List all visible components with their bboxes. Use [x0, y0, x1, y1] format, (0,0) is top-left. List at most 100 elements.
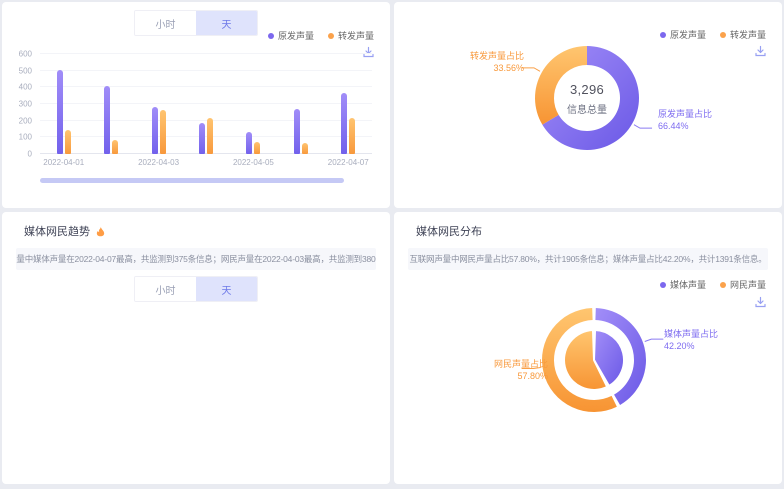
bar-group [56, 54, 71, 154]
bar-转发声量-2022-04-03 [159, 109, 166, 154]
legend-label: 转发声量 [729, 30, 766, 40]
donut-chart-voice-share [521, 46, 653, 150]
toggle-group: 小时 天 [134, 276, 258, 302]
bar-group [151, 54, 166, 154]
download-icon[interactable] [754, 296, 767, 309]
y-tick-label: 200 [18, 116, 32, 126]
legend-item-repost[interactable]: 转发声量 [327, 29, 374, 42]
bar-group [246, 54, 261, 154]
legend-dot-icon [659, 31, 666, 38]
legend-label: 网民声量 [729, 280, 766, 290]
panel-origin-repost-share: 原发声量 转发声量 3,296 信息总量 转发声量占比 33.56% 原发声量占… [394, 2, 782, 208]
nested-pie-chart-media-netizen [521, 308, 664, 412]
y-tick-label: 600 [18, 49, 32, 59]
gridline [40, 86, 372, 88]
plot-area [40, 53, 372, 154]
panel-origin-repost-trend: 小时 天 原发声量 转发声量 0 100 200 300 400 500 600 2022-… [2, 2, 390, 208]
toggle-option-hour[interactable]: 小时 [135, 277, 196, 301]
panel-title: 媒体网民趋势 [24, 223, 106, 239]
x-tick-label: 2022-04-07 [327, 158, 369, 167]
gridline [40, 119, 372, 121]
callout-text: 网民声量占比 [493, 359, 548, 369]
legend-dot-icon [267, 32, 274, 39]
flame-icon [96, 226, 105, 236]
legend-item-media[interactable]: 媒体声量 [659, 278, 706, 291]
x-tick-label [182, 154, 229, 168]
callout-origin-share: 原发声量占比 66.44% [658, 108, 712, 132]
toggle-option-day[interactable]: 天 [196, 277, 257, 301]
y-tick-label: 100 [18, 132, 32, 142]
gridline [40, 136, 372, 138]
pie-slice-原发声量占比 [542, 46, 639, 150]
toggle-group: 小时 天 [134, 10, 258, 36]
donut-center-text: 3,296 信息总量 [527, 82, 647, 116]
insight-summary: 互联网声量中网民声量占比57.80%，共计1905条信息；媒体声量占比42.20… [408, 248, 768, 270]
callout-text: 原发声量占比 [658, 109, 713, 119]
legend-label: 转发声量 [337, 31, 374, 41]
legend-dot-icon [719, 31, 726, 38]
y-axis: 0 100 200 300 400 500 600 [12, 50, 40, 159]
y-tick-label: 0 [27, 149, 32, 159]
legend-label: 原发声量 [277, 31, 314, 41]
bar-group [104, 54, 119, 154]
bar-原发声量-2022-04-06 [293, 109, 300, 154]
callout-value: 42.20% [664, 341, 695, 351]
bar-转发声量-2022-04-05 [254, 141, 261, 154]
total-volume-label: 信息总量 [567, 105, 607, 116]
legend-item-repost[interactable]: 转发声量 [719, 28, 766, 41]
total-volume-value: 3,296 [569, 82, 605, 97]
data-zoom-scrollbar[interactable] [40, 178, 344, 183]
axis-corner [12, 154, 40, 168]
legend-dot-icon [659, 281, 666, 288]
panel-title-text: 媒体网民分布 [416, 226, 482, 238]
pie-slice-媒体声量占比 [595, 308, 647, 405]
callout-text: 媒体声量占比 [664, 329, 719, 339]
label-leader-line [633, 124, 653, 129]
legend-item-origin[interactable]: 原发声量 [659, 28, 706, 41]
pie-slice-转发声量占比 [535, 46, 587, 125]
bar-转发声量-2022-04-02 [112, 139, 119, 154]
bar-转发声量-2022-04-06 [301, 143, 308, 154]
callout-text: 转发声量占比 [469, 51, 524, 61]
y-tick-label: 300 [18, 99, 32, 109]
chart-legend: 原发声量 转发声量 [267, 29, 374, 42]
callout-netizen-share: 网民声量占比 57.80% [494, 358, 548, 382]
x-tick-label [87, 154, 134, 168]
pie-slice-网民声量占比 [542, 308, 617, 412]
x-tick-label [277, 154, 324, 168]
download-icon[interactable] [754, 45, 767, 58]
callout-value: 57.80% [517, 371, 548, 381]
toggle-option-day[interactable]: 天 [196, 11, 257, 35]
bar-chart-origin-repost-trend: 0 100 200 300 400 500 600 2022-04-01 2022-04-03… [12, 50, 372, 168]
gridline [40, 153, 372, 154]
bar-转发声量-2022-04-07 [349, 118, 356, 154]
panel-media-netizen-share: 媒体网民分布 互联网声量中网民声量占比57.80%，共计1905条信息；媒体声量… [394, 212, 782, 484]
label-leader-line [521, 67, 541, 72]
x-tick-label: 2022-04-03 [138, 158, 180, 167]
toggle-option-hour[interactable]: 小时 [135, 11, 196, 35]
legend-item-netizen[interactable]: 网民声量 [719, 278, 766, 291]
legend-dot-icon [719, 281, 726, 288]
y-tick-label: 400 [18, 82, 32, 92]
legend-label: 原发声量 [669, 30, 706, 40]
x-tick-label: 2022-04-01 [43, 158, 85, 167]
legend-item-origin[interactable]: 原发声量 [267, 29, 314, 42]
callout-repost-share: 转发声量占比 33.56% [470, 50, 524, 74]
granularity-toggle: 小时 天 [134, 276, 258, 302]
bar-原发声量-2022-04-07 [341, 93, 348, 154]
gridline [40, 103, 372, 104]
gridline [40, 53, 372, 54]
callout-media-share: 媒体声量占比 42.20% [664, 328, 718, 352]
panel-media-netizen-trend: 媒体网民趋势 互联网声量中媒体声量在2022-04-07最高，共监测到375条信… [2, 212, 390, 484]
bar-group [198, 54, 213, 154]
chart-legend: 媒体声量 网民声量 [659, 278, 766, 291]
x-axis: 2022-04-01 2022-04-03 2022-04-05 2022-04-07 [40, 154, 372, 168]
bar-转发声量-2022-04-04 [206, 118, 213, 154]
bar-原发声量-2022-04-03 [151, 107, 158, 154]
callout-value: 66.44% [658, 121, 689, 131]
bar-转发声量-2022-04-01 [64, 129, 71, 154]
gridline [40, 69, 372, 71]
insight-summary: 互联网声量中媒体声量在2022-04-07最高，共监测到375条信息；网民声量在… [16, 248, 376, 270]
label-leader-line [644, 338, 664, 343]
